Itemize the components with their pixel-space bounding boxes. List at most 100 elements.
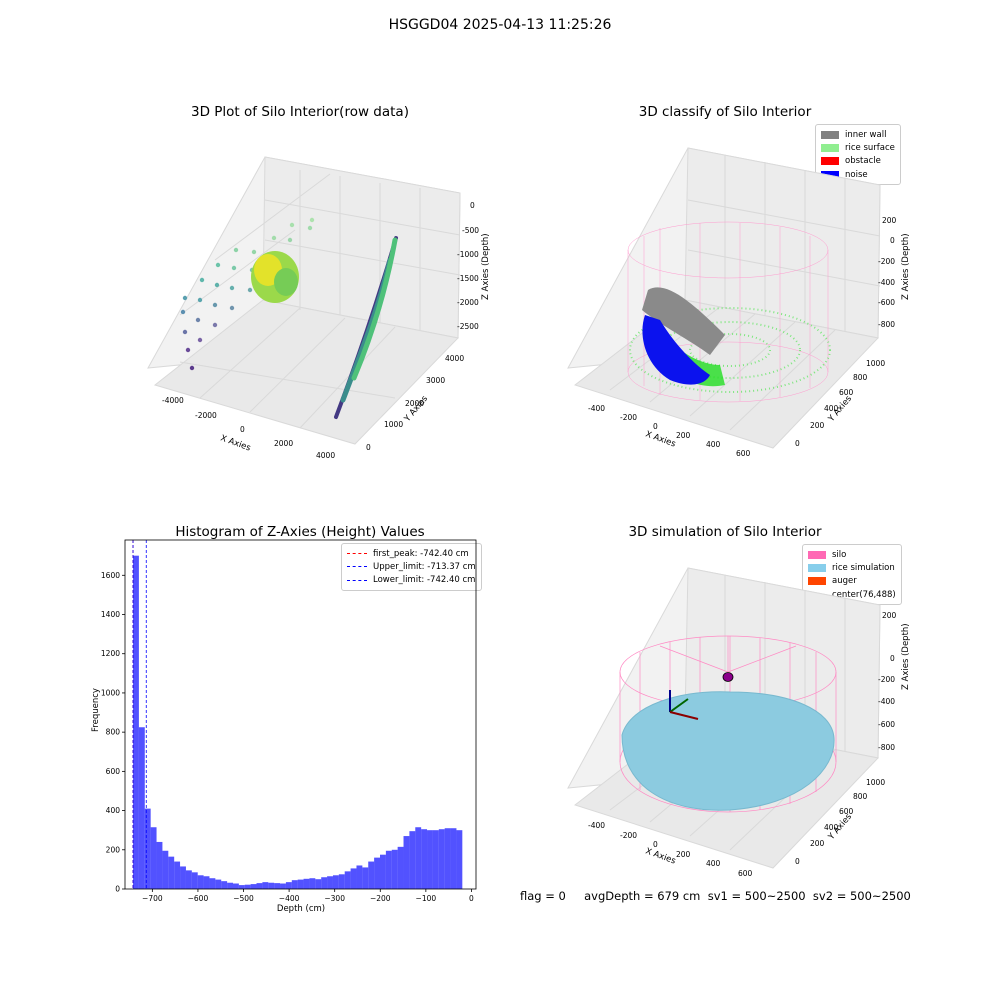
simulation-xtick: 0 bbox=[653, 840, 658, 849]
classify-ytick: 200 bbox=[810, 421, 825, 430]
histogram-bar bbox=[450, 828, 457, 889]
status-line: flag = 0 avgDepth = 679 cm sv1 = 500~250… bbox=[520, 889, 911, 903]
histogram-bar bbox=[238, 885, 245, 889]
classify-ytick: 1000 bbox=[866, 359, 885, 368]
raw-wall-points bbox=[180, 217, 315, 371]
raw-wall-curve bbox=[334, 236, 398, 419]
classify-3d-plot: -400 -200 0 200 400 600 X Axies 0 200 40… bbox=[567, 147, 911, 458]
histogram-bar bbox=[174, 861, 181, 889]
legend-item: auger bbox=[808, 575, 896, 588]
raw-ztick: -2500 bbox=[457, 322, 479, 331]
y-tick-label: 800 bbox=[106, 728, 121, 737]
histogram-bars bbox=[133, 555, 463, 889]
y-tick-label: 600 bbox=[106, 767, 121, 776]
histogram-title: Histogram of Z-Axies (Height) Values bbox=[175, 524, 425, 540]
histogram-bar bbox=[321, 877, 328, 889]
legend-line bbox=[347, 579, 367, 581]
x-tick-label: −100 bbox=[416, 894, 437, 903]
x-tick-label: −500 bbox=[233, 894, 254, 903]
raw-xtick: 4000 bbox=[316, 451, 335, 460]
histogram-axes: −700 −600 −500 −400 −300 −200 −100 0 0 200 400 600 8… bbox=[101, 539, 477, 903]
raw-z-ticks: 0 -500 -1000 -1500 -2000 -2500 bbox=[457, 201, 479, 331]
classify-inner-wall bbox=[642, 287, 725, 355]
simulation-xtick: 200 bbox=[676, 850, 691, 859]
simulation-panel-title: 3D simulation of Silo Interior bbox=[628, 524, 822, 540]
x-tick-label: −600 bbox=[188, 894, 209, 903]
legend-label: rice simulation bbox=[832, 562, 895, 573]
histogram-bar bbox=[362, 867, 369, 889]
histogram-bar bbox=[403, 836, 410, 889]
y-tick-label: 1600 bbox=[101, 571, 120, 580]
raw-xtick: 0 bbox=[240, 425, 245, 434]
legend-line bbox=[347, 566, 367, 568]
histogram-bar bbox=[168, 856, 175, 889]
raw-xtick: -2000 bbox=[195, 411, 217, 420]
legend-label: Lower_limit: -742.40 cm bbox=[373, 575, 476, 586]
legend-item: noise bbox=[821, 168, 895, 181]
simulation-z-ticks: 200 0 -200 -400 -600 -800 bbox=[878, 611, 897, 752]
classify-y-ticks: 0 200 400 600 800 1000 bbox=[795, 359, 885, 448]
simulation-ztick: -800 bbox=[878, 743, 895, 752]
simulation-xtick: -200 bbox=[620, 831, 637, 840]
histogram-bar bbox=[391, 849, 398, 889]
histogram-bar bbox=[303, 878, 310, 889]
raw-xtick: -4000 bbox=[162, 396, 184, 405]
histogram-bar bbox=[138, 727, 145, 889]
histogram-bar bbox=[427, 830, 433, 889]
histogram-bar bbox=[274, 883, 281, 889]
legend-label: inner wall bbox=[845, 129, 887, 140]
raw-ztick: -2000 bbox=[457, 298, 479, 307]
legend-swatch bbox=[821, 143, 839, 152]
raw-ztick: -1000 bbox=[457, 250, 479, 259]
legend-swatch bbox=[808, 577, 826, 586]
histogram-bar bbox=[456, 830, 463, 889]
histogram-bar bbox=[379, 854, 386, 889]
histogram-bar bbox=[197, 875, 204, 889]
y-tick-label: 1400 bbox=[101, 610, 120, 619]
plot-frame bbox=[124, 539, 477, 890]
histogram-x-label: Depth (cm) bbox=[277, 904, 325, 914]
histogram-bar bbox=[315, 879, 322, 889]
simulation-ztick: -400 bbox=[878, 697, 895, 706]
legend-item: rice surface bbox=[821, 141, 895, 154]
simulation-x-ticks: -400 -200 0 200 400 600 bbox=[588, 821, 753, 878]
histogram-bar bbox=[432, 830, 439, 889]
histogram-bar bbox=[262, 882, 269, 889]
histogram-threshold-lines bbox=[132, 540, 147, 889]
histogram-bar bbox=[256, 883, 263, 889]
classify-axes-box bbox=[567, 147, 881, 449]
histogram-bar bbox=[438, 829, 445, 889]
classify-ytick: 400 bbox=[824, 404, 839, 413]
legend-label: auger bbox=[832, 576, 857, 587]
histogram-bar bbox=[350, 868, 357, 889]
raw-ytick: 0 bbox=[366, 443, 371, 452]
legend-label: silo bbox=[832, 549, 847, 560]
histogram-chart: −700 −600 −500 −400 −300 −200 −100 0 0 200 400 600 8… bbox=[91, 539, 477, 914]
figure-title: HSGGD04 2025-04-13 11:25:26 bbox=[388, 17, 612, 33]
raw-ytick: 1000 bbox=[384, 420, 403, 429]
histogram-bar bbox=[332, 875, 339, 889]
raw-ytick: 2000 bbox=[405, 399, 424, 408]
classify-ztick: -200 bbox=[878, 257, 895, 266]
simulation-ytick: 1000 bbox=[866, 778, 885, 787]
histogram-bar bbox=[232, 883, 239, 889]
raw-ztick: -1500 bbox=[457, 274, 479, 283]
classify-ztick: -800 bbox=[878, 320, 895, 329]
legend-item: rice simulation bbox=[808, 561, 896, 574]
histogram-bar bbox=[356, 865, 363, 889]
legend-item: center(76,488) bbox=[808, 588, 896, 601]
histogram-bar bbox=[144, 808, 151, 889]
histogram-bar bbox=[209, 878, 216, 889]
simulation-ytick: 400 bbox=[824, 823, 839, 832]
histogram-bar bbox=[415, 827, 422, 889]
simulation-axis-arrows bbox=[669, 690, 699, 720]
x-tick-label: 0 bbox=[469, 894, 474, 903]
legend-label: rice surface bbox=[845, 142, 895, 153]
raw-x-label: X Axies bbox=[219, 433, 252, 453]
simulation-x-label: X Axies bbox=[644, 846, 677, 866]
legend-item: silo bbox=[808, 548, 896, 561]
classify-xtick: 600 bbox=[736, 449, 751, 458]
legend-item: Lower_limit: -742.40 cm bbox=[347, 574, 476, 587]
classify-xtick: 200 bbox=[676, 431, 691, 440]
x-tick-label: −700 bbox=[142, 894, 163, 903]
